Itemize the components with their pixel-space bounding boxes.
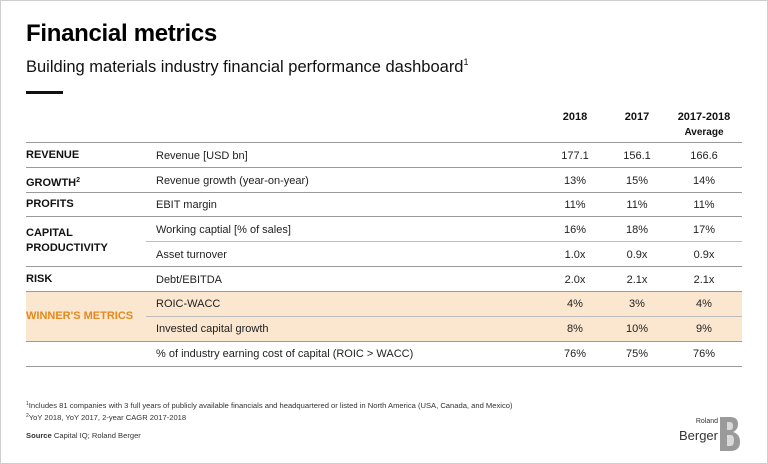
table-divider — [26, 341, 742, 342]
metric-label: ROIC-WACC — [156, 298, 221, 310]
value-2018: 76% — [563, 348, 587, 360]
category-revenue: REVENUE — [26, 149, 80, 161]
metric-label: Revenue growth (year-on-year) — [156, 175, 309, 187]
subtitle-text: Building materials industry financial pe… — [26, 58, 464, 76]
category-growth-label: GROWTH — [26, 177, 77, 189]
page-title: Financial metrics — [26, 20, 217, 47]
value-2017: 2.1x — [626, 274, 648, 286]
value-2018: 16% — [563, 224, 587, 236]
column-header-average: 2017-2018 Average — [666, 110, 742, 140]
category-winners-metrics: WINNER'S METRICS — [26, 310, 134, 322]
source-text: Capital IQ; Roland Berger — [53, 431, 141, 440]
category-growth-footnote-mark: 2 — [76, 177, 81, 184]
metric-label: % of industry earning cost of capital (R… — [156, 348, 414, 360]
table-divider — [26, 291, 742, 292]
metric-label: Debt/EBITDA — [156, 274, 223, 286]
category-capital-line1: CAPITAL — [26, 227, 73, 239]
category-profits: PROFITS — [26, 198, 74, 210]
value-2017: 75% — [625, 348, 649, 360]
value-2017: 11% — [626, 199, 648, 211]
metric-label: Asset turnover — [156, 249, 227, 261]
metric-label: Working captial [% of sales] — [156, 224, 291, 236]
value-average: 0.9x — [693, 249, 715, 261]
logo-berger-text: Berger — [678, 428, 718, 443]
value-2017: 10% — [625, 323, 649, 335]
column-header-average-years: 2017-2018 — [677, 111, 731, 123]
category-risk: RISK — [26, 273, 53, 285]
page-subtitle: Building materials industry financial pe… — [26, 57, 469, 77]
column-header-2018: 2018 — [562, 111, 588, 123]
roland-berger-logo: Roland Berger — [668, 416, 744, 452]
table-divider — [26, 167, 742, 168]
category-capital-line2: PRODUCTIVITY — [26, 242, 108, 254]
value-average: 9% — [696, 323, 712, 335]
column-header-average-label: Average — [684, 127, 724, 138]
table-subdivider — [146, 316, 742, 317]
footnote-1: 1Includes 81 companies with 3 full years… — [26, 399, 513, 411]
metric-label: Revenue [USD bn] — [156, 150, 248, 162]
value-2017: 18% — [625, 224, 649, 236]
value-2017: 15% — [625, 175, 649, 187]
value-average: 11% — [693, 199, 715, 211]
footnote-2-mark: 2 — [26, 413, 29, 419]
title-accent-bar — [26, 91, 63, 94]
source-note: Source Capital IQ; Roland Berger — [26, 431, 141, 441]
value-2017: 0.9x — [626, 249, 648, 261]
category-capital-productivity: CAPITAL PRODUCTIVITY — [26, 226, 108, 256]
value-average: 14% — [692, 175, 716, 187]
table-divider — [26, 142, 742, 143]
value-average: 17% — [692, 224, 716, 236]
logo-roland-text: Roland — [695, 418, 718, 425]
metric-label: EBIT margin — [156, 199, 217, 211]
footnote-1-text: Includes 81 companies with 3 full years … — [28, 401, 513, 410]
value-2018: 11% — [564, 199, 586, 211]
category-growth: GROWTH2 — [26, 173, 80, 191]
footnote-2-text: YoY 2018, YoY 2017, 2-year CAGR 2017-201… — [28, 413, 187, 422]
subtitle-footnote-mark: 1 — [463, 57, 469, 67]
value-2018: 1.0x — [564, 249, 586, 261]
value-2018: 13% — [563, 175, 587, 187]
table-divider — [26, 266, 742, 267]
metric-label: Invested capital growth — [156, 323, 269, 335]
value-average: 76% — [692, 348, 716, 360]
value-2018: 2.0x — [564, 274, 586, 286]
value-average: 166.6 — [690, 150, 718, 162]
column-header-2017: 2017 — [624, 111, 650, 123]
source-label: Source — [26, 431, 52, 440]
table-divider — [26, 192, 742, 193]
value-2017: 3% — [629, 298, 645, 310]
table-divider — [26, 216, 742, 217]
table-divider — [26, 366, 742, 367]
logo-b-mark-icon — [720, 417, 740, 451]
value-average: 2.1x — [693, 274, 715, 286]
footnote-1-mark: 1 — [26, 401, 29, 407]
footnote-2: 2YoY 2018, YoY 2017, 2-year CAGR 2017-20… — [26, 411, 186, 423]
value-average: 4% — [696, 298, 712, 310]
value-2017: 156.1 — [623, 150, 651, 162]
value-2018: 8% — [567, 323, 583, 335]
table-subdivider — [146, 241, 742, 242]
value-2018: 177.1 — [561, 150, 589, 162]
value-2018: 4% — [567, 298, 583, 310]
